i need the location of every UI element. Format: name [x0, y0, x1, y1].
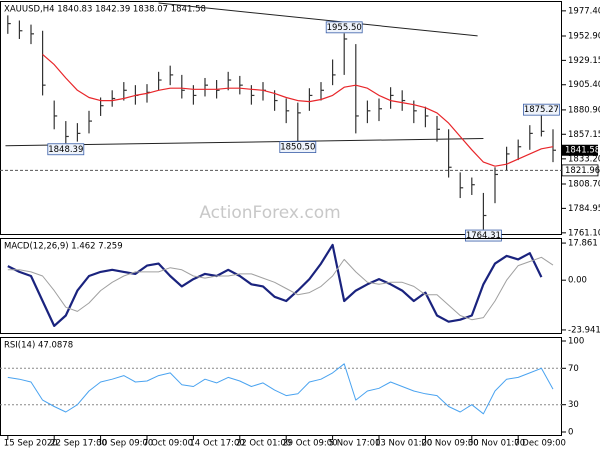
- y-tick-label: 1808.70: [568, 179, 600, 189]
- annotation-box: [279, 141, 317, 153]
- last-price-box: [562, 144, 598, 156]
- last-price-label: 1841.58: [565, 146, 600, 156]
- y-tick-label: 1929.15: [568, 56, 600, 66]
- y-tick-label: 1977.40: [568, 6, 600, 16]
- x-tick-label: 5 Nov 17:00: [329, 439, 381, 449]
- y-tick-label: 1880.90: [568, 105, 600, 115]
- annotation-box: [47, 143, 85, 156]
- y-tick-label: 70: [568, 364, 579, 374]
- trendline: [158, 2, 478, 37]
- y-tick-label: 0.00: [568, 276, 587, 286]
- annotation-label: 1850.50: [280, 143, 315, 153]
- y-tick-label: 30: [568, 400, 579, 410]
- y-tick-label: 0: [568, 427, 573, 437]
- x-tick-label: 22 Sep 17:00: [50, 439, 107, 449]
- x-tick-label: 29 Oct 09:00: [282, 439, 337, 449]
- x-tick-label: 14 Oct 17:00: [189, 439, 244, 449]
- y-tick-label: 100: [568, 337, 584, 347]
- panel-frame: [0, 238, 562, 334]
- indicator-line: [7, 256, 554, 321]
- panel-frame: [0, 337, 562, 436]
- y-tick-label: 17.861: [568, 239, 598, 249]
- annotation-box: [464, 229, 502, 242]
- trendline: [5, 138, 484, 147]
- panel-frame: [0, 1, 562, 235]
- x-tick-label: 7 Oct 09:00: [143, 439, 193, 449]
- y-tick-label: 1857.15: [568, 130, 600, 140]
- annotation-label: 1848.39: [48, 145, 83, 155]
- y-tick-label: 1761.10: [568, 228, 600, 238]
- watermark: ActionForex.com: [199, 203, 340, 223]
- y-tick-label: 1905.40: [568, 80, 600, 90]
- y-tick-label: 1952.90: [568, 31, 600, 41]
- x-tick-label: 22 Oct 01:00: [236, 439, 291, 449]
- x-tick-label: 13 Nov 01:00: [375, 439, 432, 449]
- annotation-box: [523, 103, 560, 116]
- annotation-label: 1955.50: [327, 23, 362, 33]
- level-box: [561, 164, 599, 177]
- indicator-line: [7, 243, 543, 327]
- y-tick-label: 1784.95: [568, 204, 600, 214]
- y-tick-label: 1833.20: [568, 154, 600, 164]
- x-tick-label: 30 Sep 09:00: [97, 439, 154, 449]
- level-label: 1821.96: [565, 166, 600, 176]
- panel-title: RSI(14) 47.0878: [4, 341, 73, 351]
- annotation-label: 1764.31: [466, 231, 501, 241]
- moving-average: [42, 53, 554, 167]
- x-tick-label: 30 Nov 01:00: [468, 439, 525, 449]
- panel-title: XAUUSD,H4 1840.83 1842.39 1838.07 1841.5…: [4, 5, 206, 15]
- annotation-label: 1875.27: [524, 105, 559, 115]
- panel-title: MACD(12,26,9) 1.462 7.259: [4, 242, 123, 252]
- x-tick-label: 20 Nov 09:00: [421, 439, 478, 449]
- y-tick-label: -23.941: [568, 325, 600, 335]
- indicator-line: [7, 363, 554, 415]
- x-tick-label: 7 Dec 09:00: [514, 439, 566, 449]
- annotation-box: [325, 21, 363, 34]
- x-tick-label: 15 Sep 2020: [4, 439, 58, 449]
